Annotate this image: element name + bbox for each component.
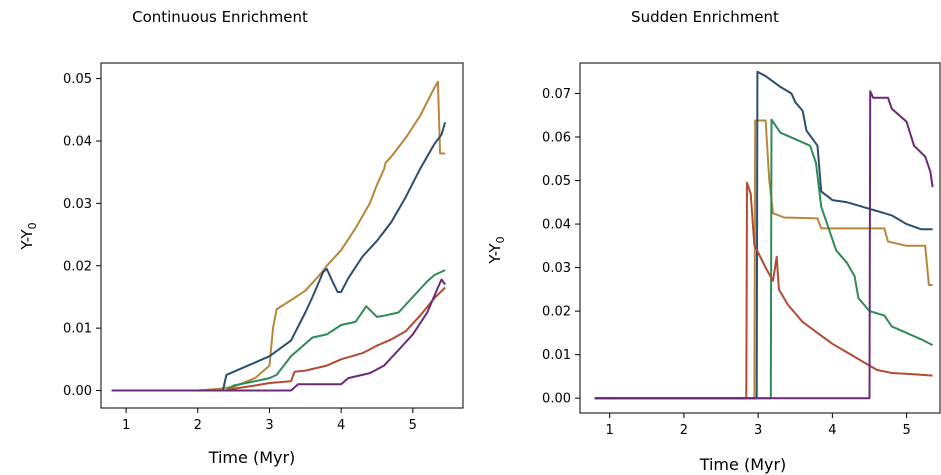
chart-title: Continuous Enrichment [132,8,308,26]
x-tick-label: 4 [337,418,345,433]
x-tick-label: 3 [754,423,762,438]
y-axis-label: Y-Y0 [486,236,507,264]
x-axis-label: Time (Myr) [208,448,296,467]
series-line-1 [111,80,446,392]
x-tick-label: 3 [265,418,273,433]
y-axis-label-subscript: 0 [26,222,39,229]
chart-continuous-enrichment: Continuous Enrichment 1 2 3 4 5 0.00 0.01 0.02 0.… [18,8,464,467]
axes-frame [579,62,941,414]
y-tick-label: 0.07 [542,87,571,102]
y-tick-label: 0.03 [542,261,571,276]
y-tick-label: 0.01 [63,322,92,337]
x-tick-label: 4 [828,423,836,438]
series-line-2 [594,70,933,400]
series-line-3 [111,269,446,392]
x-tick-label: 5 [409,418,417,433]
series-line-3 [594,118,934,400]
y-axis-label-main: Y-Y [486,243,504,265]
y-axis-label-subscript: 0 [494,236,507,243]
y-axis-label: Y-Y0 [18,222,39,250]
series-line-1 [594,119,933,400]
x-tick-label: 1 [122,418,130,433]
axes-frame [100,62,464,409]
x-tick-label: 2 [194,418,202,433]
x-tick-label: 1 [606,423,614,438]
x-axis-label: Time (Myr) [699,455,787,474]
y-tick-label: 0.00 [542,392,571,407]
y-tick-label: 0.03 [63,197,92,212]
series-line-5 [111,278,446,392]
series-line-5 [594,90,934,400]
chart-title: Sudden Enrichment [631,8,779,26]
series-line-2 [111,122,447,392]
y-axis-label-main: Y-Y [18,229,36,251]
series-line-4 [594,181,933,400]
y-tick-label: 0.04 [542,218,571,233]
y-tick-label: 0.04 [63,134,92,149]
y-tick-label: 0.02 [542,305,571,320]
series-line-4 [111,286,446,392]
y-tick-label: 0.05 [542,174,571,189]
chart-sudden-enrichment: Sudden Enrichment 1 2 3 4 5 0.00 0.01 0.02 0.03 0.… [486,8,941,474]
x-tick-label: 5 [902,423,910,438]
y-tick-label: 0.06 [542,131,571,146]
x-tick-label: 2 [680,423,688,438]
y-tick-label: 0.00 [63,384,92,399]
y-tick-label: 0.05 [63,72,92,87]
y-tick-label: 0.02 [63,259,92,274]
y-tick-label: 0.01 [542,348,571,363]
